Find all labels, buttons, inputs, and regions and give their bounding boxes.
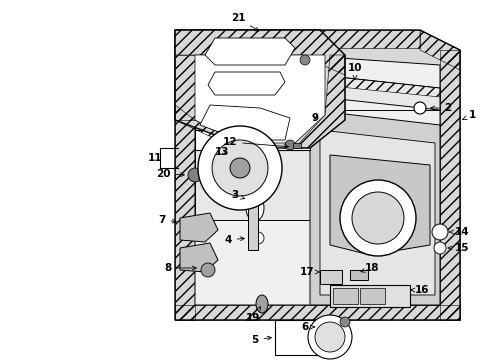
Text: 3: 3 bbox=[231, 190, 244, 200]
Polygon shape bbox=[195, 55, 325, 143]
Polygon shape bbox=[319, 75, 439, 110]
Polygon shape bbox=[175, 30, 345, 148]
Text: 16: 16 bbox=[410, 285, 428, 295]
Text: 7: 7 bbox=[158, 215, 176, 225]
Polygon shape bbox=[195, 110, 309, 220]
Text: 2: 2 bbox=[430, 103, 451, 113]
Bar bbox=[319, 270, 341, 284]
Circle shape bbox=[299, 55, 309, 65]
Polygon shape bbox=[175, 30, 459, 320]
Text: 17: 17 bbox=[299, 267, 319, 277]
Circle shape bbox=[198, 126, 282, 210]
Polygon shape bbox=[180, 243, 218, 272]
Circle shape bbox=[229, 158, 249, 178]
Text: 5: 5 bbox=[251, 335, 271, 345]
Circle shape bbox=[351, 192, 403, 244]
Text: 6: 6 bbox=[301, 322, 314, 332]
Text: 10: 10 bbox=[347, 63, 362, 79]
Bar bbox=[329, 285, 409, 307]
Text: 18: 18 bbox=[360, 263, 379, 273]
Circle shape bbox=[413, 102, 425, 114]
Circle shape bbox=[251, 232, 264, 244]
Circle shape bbox=[201, 263, 215, 277]
Polygon shape bbox=[204, 38, 294, 65]
Text: 13: 13 bbox=[214, 147, 229, 157]
Circle shape bbox=[339, 180, 415, 256]
Text: 1: 1 bbox=[462, 110, 475, 120]
Bar bbox=[359, 288, 384, 304]
Text: 9: 9 bbox=[311, 113, 318, 123]
Text: 14: 14 bbox=[448, 227, 468, 237]
Polygon shape bbox=[309, 110, 439, 305]
Ellipse shape bbox=[245, 195, 264, 221]
Circle shape bbox=[314, 322, 345, 352]
Polygon shape bbox=[319, 130, 434, 295]
Circle shape bbox=[339, 317, 349, 327]
Polygon shape bbox=[207, 72, 285, 95]
Circle shape bbox=[187, 168, 202, 182]
Circle shape bbox=[433, 242, 445, 254]
Text: 15: 15 bbox=[447, 243, 468, 253]
Circle shape bbox=[212, 140, 267, 196]
Circle shape bbox=[285, 140, 294, 150]
Text: 8: 8 bbox=[164, 263, 196, 273]
Polygon shape bbox=[329, 155, 429, 255]
Polygon shape bbox=[195, 48, 439, 305]
Circle shape bbox=[431, 224, 447, 240]
Polygon shape bbox=[195, 130, 309, 150]
Text: 20: 20 bbox=[156, 169, 184, 179]
Polygon shape bbox=[180, 213, 218, 242]
Bar bbox=[274, 320, 329, 355]
Text: 19: 19 bbox=[245, 307, 260, 323]
Text: 21: 21 bbox=[230, 13, 258, 31]
Circle shape bbox=[307, 315, 351, 359]
Bar bbox=[332, 288, 357, 304]
Text: 12: 12 bbox=[223, 137, 288, 148]
Text: 4: 4 bbox=[224, 235, 244, 245]
Bar bbox=[292, 143, 301, 148]
Polygon shape bbox=[247, 170, 258, 250]
Bar bbox=[349, 270, 367, 280]
Polygon shape bbox=[200, 105, 289, 140]
Ellipse shape bbox=[256, 295, 267, 313]
Text: 11: 11 bbox=[147, 153, 162, 163]
